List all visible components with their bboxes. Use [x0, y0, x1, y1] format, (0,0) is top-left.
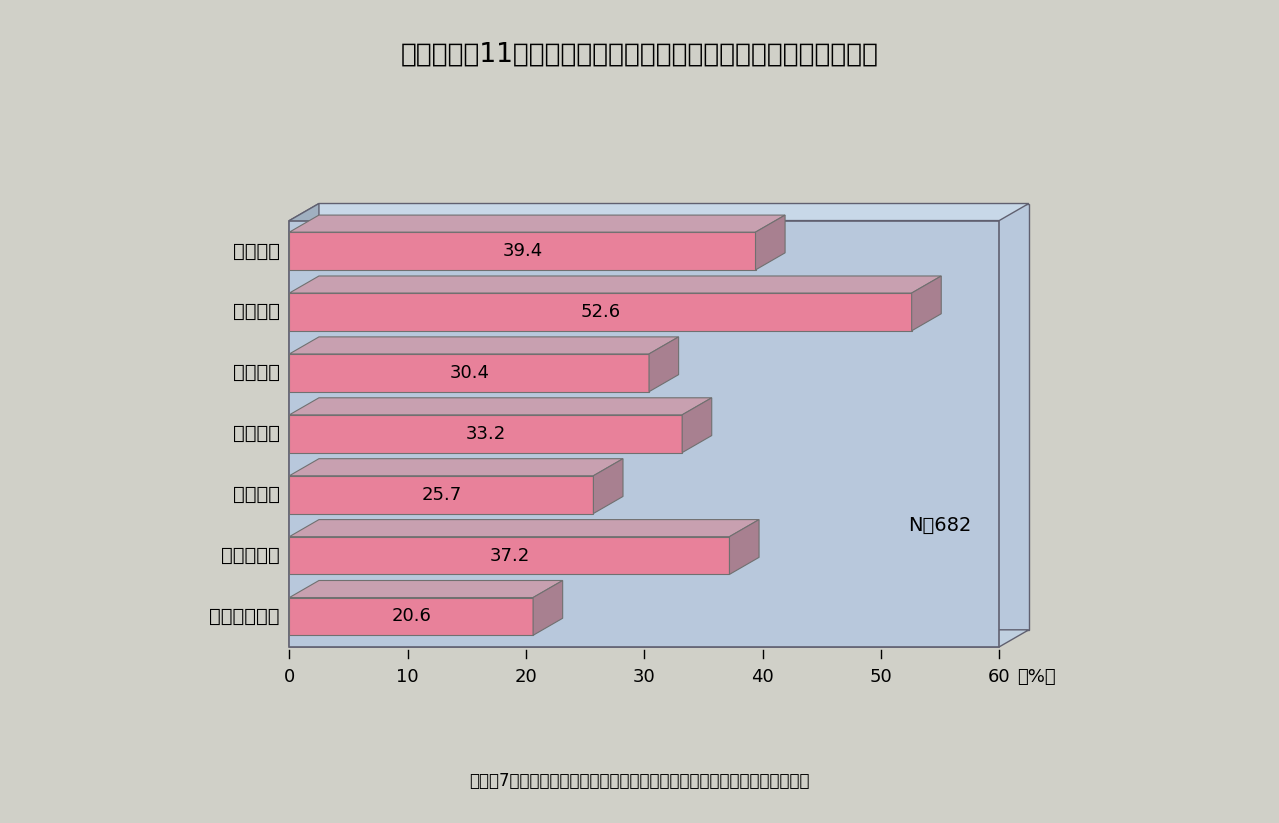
- Text: 請求情報: 請求情報: [233, 363, 280, 383]
- Text: （%）: （%）: [1017, 668, 1055, 686]
- Polygon shape: [289, 580, 563, 597]
- Text: 入出金情報: 入出金情報: [221, 546, 280, 565]
- Text: 40: 40: [751, 668, 774, 686]
- Text: 33.2: 33.2: [466, 425, 506, 443]
- Polygon shape: [289, 537, 729, 574]
- Text: 受注情報: 受注情報: [233, 302, 280, 322]
- Text: 50: 50: [870, 668, 893, 686]
- Polygon shape: [682, 398, 711, 453]
- Polygon shape: [289, 293, 912, 331]
- Polygon shape: [756, 215, 785, 270]
- Polygon shape: [593, 458, 623, 514]
- Polygon shape: [289, 415, 682, 453]
- Text: 60: 60: [987, 668, 1010, 686]
- Polygon shape: [289, 398, 711, 415]
- Text: N＝682: N＝682: [908, 515, 972, 535]
- Text: 送金案内情報: 送金案内情報: [210, 607, 280, 626]
- Polygon shape: [289, 476, 593, 514]
- Polygon shape: [648, 337, 679, 392]
- Polygon shape: [289, 597, 533, 635]
- Text: 出荷情報: 出荷情報: [233, 424, 280, 444]
- Polygon shape: [289, 630, 1028, 647]
- Text: 37.2: 37.2: [490, 546, 530, 565]
- Polygon shape: [318, 203, 1028, 630]
- Polygon shape: [289, 232, 756, 270]
- Polygon shape: [289, 458, 623, 476]
- Text: 「平成7年度通信利用動向調査（企業対象調査）」　（郵政省）により作成: 「平成7年度通信利用動向調査（企業対象調査）」 （郵政省）により作成: [469, 772, 810, 790]
- Polygon shape: [289, 203, 318, 647]
- Polygon shape: [289, 276, 941, 293]
- Polygon shape: [289, 354, 648, 392]
- Text: 25.7: 25.7: [421, 486, 462, 504]
- Polygon shape: [289, 203, 1028, 221]
- Text: 30: 30: [633, 668, 656, 686]
- Text: 0: 0: [284, 668, 295, 686]
- Text: 発注情報: 発注情報: [233, 241, 280, 261]
- Text: 20.6: 20.6: [391, 607, 431, 625]
- Text: 30.4: 30.4: [449, 364, 489, 382]
- Text: 20: 20: [514, 668, 537, 686]
- Text: 納品情報: 納品情報: [233, 485, 280, 504]
- Polygon shape: [289, 215, 785, 232]
- Polygon shape: [289, 337, 679, 354]
- Text: 52.6: 52.6: [581, 303, 620, 321]
- Polygon shape: [289, 221, 999, 647]
- Polygon shape: [289, 519, 758, 537]
- Text: 10: 10: [396, 668, 420, 686]
- Text: 39.4: 39.4: [503, 242, 542, 260]
- Polygon shape: [912, 276, 941, 331]
- Text: 第３－２－11図　ＥＤＩによって情報を交換している企業の割合: 第３－２－11図 ＥＤＩによって情報を交換している企業の割合: [400, 41, 879, 67]
- Polygon shape: [533, 580, 563, 635]
- Polygon shape: [729, 519, 758, 574]
